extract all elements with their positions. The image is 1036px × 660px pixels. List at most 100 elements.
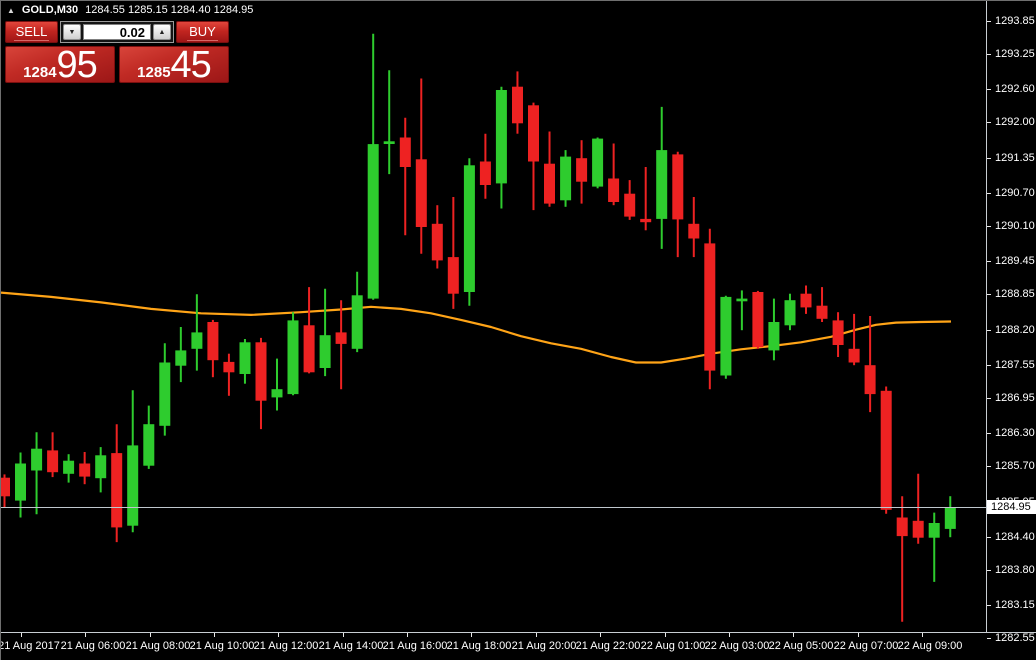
price-tick <box>987 365 991 366</box>
candlestick-chart <box>1 33 956 622</box>
candle <box>944 496 956 538</box>
chart-titlebar: ▲ GOLD,M30 1284.55 1285.15 1284.40 1284.… <box>7 4 253 16</box>
candle <box>576 140 588 204</box>
candle <box>255 337 267 430</box>
price-tick-label: 1282.55 <box>995 632 1035 644</box>
time-tick-label: 21 Aug 08:00 <box>125 640 191 652</box>
time-tick-label: 22 Aug 03:00 <box>704 640 770 652</box>
buy-price-box[interactable]: 1285 45 <box>119 44 229 86</box>
candle <box>704 228 716 390</box>
price-axis[interactable]: 1284.95 1293.85 1293.25 1292.60 1292.00 1291… <box>987 1 1036 660</box>
time-tick <box>150 633 151 637</box>
price-tick-label: 1288.20 <box>995 324 1035 336</box>
time-tick <box>471 633 472 637</box>
candle <box>864 316 876 413</box>
price-tick-label: 1287.55 <box>995 359 1035 371</box>
candle <box>848 313 860 366</box>
candle <box>544 131 555 207</box>
candle <box>143 405 155 469</box>
price-axis-border <box>986 1 987 632</box>
candle <box>752 290 764 349</box>
price-tick <box>987 570 991 571</box>
price-tick <box>987 294 991 295</box>
sell-price-box[interactable]: 1284 95 <box>5 44 115 86</box>
candle <box>592 137 604 189</box>
candle <box>768 298 780 361</box>
price-tick-label: 1290.70 <box>995 187 1035 199</box>
chevron-up-icon: ▲ <box>158 28 166 36</box>
candle <box>95 447 107 493</box>
sell-price-small: 1284 <box>23 64 57 81</box>
candle <box>399 117 411 236</box>
candle <box>223 353 235 396</box>
candle <box>207 319 219 378</box>
time-tick-label: 21 Aug 14:00 <box>318 640 384 652</box>
candle <box>1 474 10 508</box>
candle <box>415 78 427 254</box>
candle <box>560 150 572 207</box>
price-tick <box>987 21 991 22</box>
candle <box>928 512 940 582</box>
bid-price-line <box>1 507 986 508</box>
candle <box>191 294 203 371</box>
candle <box>624 180 636 220</box>
time-tick-label: 21 Aug 12:00 <box>253 640 319 652</box>
price-tick-label: 1283.80 <box>995 564 1035 576</box>
time-tick-label: 21 Aug 18:00 <box>446 640 512 652</box>
candle <box>127 390 139 533</box>
time-tick-label: 22 Aug 01:00 <box>640 640 706 652</box>
price-tick <box>987 158 991 159</box>
price-tick-label: 1284.40 <box>995 531 1035 543</box>
time-tick <box>665 633 666 637</box>
candle <box>303 287 315 374</box>
buy-button[interactable]: BUY <box>176 21 229 43</box>
candle <box>688 197 700 258</box>
volume-input[interactable] <box>83 24 151 40</box>
candle <box>383 70 395 175</box>
time-tick <box>600 633 601 637</box>
time-tick-label: 21 Aug 16:00 <box>382 640 448 652</box>
volume-increase-button[interactable]: ▲ <box>153 24 171 40</box>
time-axis[interactable]: 21 Aug 2017 21 Aug 06:00 21 Aug 08:00 21 Au… <box>1 633 1036 660</box>
chevron-down-icon: ▼ <box>68 28 76 36</box>
time-tick <box>85 633 86 637</box>
time-tick <box>214 633 215 637</box>
time-tick <box>858 633 859 637</box>
sell-button[interactable]: SELL <box>5 21 58 43</box>
price-tick-label: 1288.85 <box>995 288 1035 300</box>
candle <box>15 452 26 518</box>
price-tick-label: 1293.85 <box>995 15 1035 27</box>
candle <box>672 151 684 258</box>
symbol-period-label: GOLD,M30 <box>21 4 79 16</box>
price-tick <box>987 193 991 194</box>
price-tick-label: 1283.15 <box>995 599 1035 611</box>
time-tick-label: 21 Aug 10:00 <box>189 640 255 652</box>
sell-price-big: 95 <box>56 44 98 86</box>
time-tick-label: 22 Aug 09:00 <box>897 640 963 652</box>
candle <box>608 143 620 206</box>
buy-price-big: 45 <box>170 44 212 86</box>
time-axis-border <box>1 632 1036 633</box>
candle <box>79 452 91 485</box>
time-tick-label: 21 Aug 06:00 <box>60 640 126 652</box>
price-tick <box>987 226 991 227</box>
candle <box>656 106 668 249</box>
time-tick-label: 21 Aug 22:00 <box>575 640 641 652</box>
volume-decrease-button[interactable]: ▼ <box>63 24 81 40</box>
chart-plot-area[interactable] <box>1 1 986 632</box>
price-tick-label: 1291.35 <box>995 152 1035 164</box>
time-tick <box>278 633 279 637</box>
time-tick-label: 21 Aug 2017 <box>0 640 60 652</box>
time-tick-label: 21 Aug 20:00 <box>511 640 577 652</box>
time-tick-label: 22 Aug 05:00 <box>768 640 834 652</box>
candle <box>720 295 732 379</box>
price-tick-label: 1285.70 <box>995 460 1035 472</box>
price-tick <box>987 54 991 55</box>
candle <box>159 343 171 436</box>
price-tick <box>987 433 991 434</box>
panel-collapse-icon[interactable]: ▲ <box>7 5 15 15</box>
price-tick <box>987 638 991 639</box>
candle <box>463 158 475 306</box>
candle <box>63 454 75 483</box>
